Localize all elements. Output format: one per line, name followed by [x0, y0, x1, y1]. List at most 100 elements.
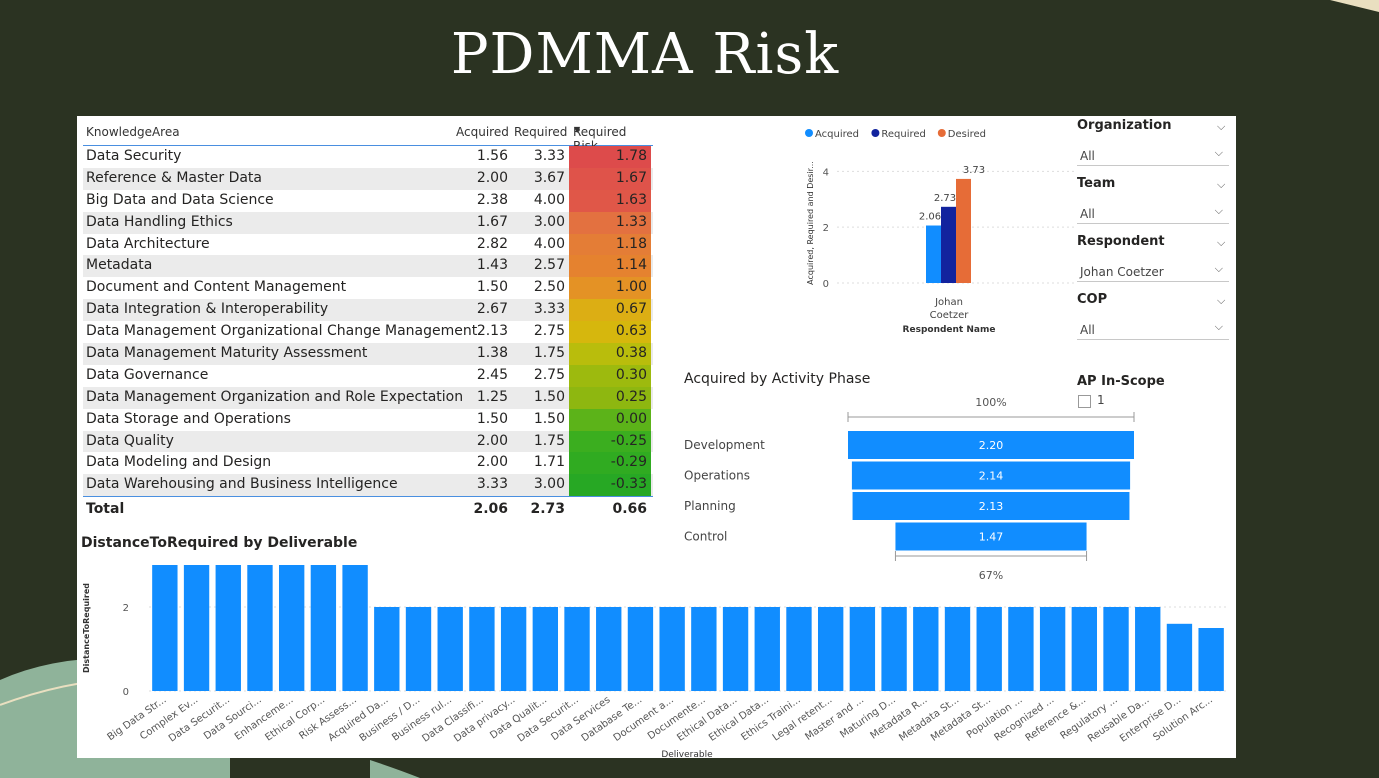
chevron-down-icon[interactable]: ⌵ — [1217, 178, 1226, 191]
x-tick-label: Johan — [934, 297, 963, 308]
table-row[interactable]: Data Quality 2.00 1.75 -0.25 — [83, 430, 653, 453]
deliverable-bar[interactable] — [944, 607, 971, 691]
deliverable-bar[interactable] — [722, 607, 749, 691]
knowledge-area-cell: Data Management Maturity Assessment — [86, 345, 368, 362]
deliverable-bar[interactable] — [659, 607, 685, 691]
table-row[interactable]: Metadata 1.43 2.57 1.14 — [83, 255, 653, 278]
deliverable-bar[interactable] — [500, 607, 527, 691]
legend-label: Required — [881, 129, 926, 140]
funnel-bar[interactable] — [851, 461, 1131, 490]
table-header: KnowledgeArea Acquired Required Required… — [83, 120, 653, 153]
chevron-down-icon[interactable]: ⌵ — [1217, 236, 1226, 249]
deliverable-bar[interactable] — [152, 565, 178, 691]
required-risk-cell: -0.33 — [569, 474, 651, 497]
chevron-down-icon[interactable]: ⌵ — [1214, 320, 1223, 333]
slicer-dropdown-respondent[interactable]: Johan Coetzer ⌵ — [1077, 258, 1229, 282]
deliverable-bar[interactable] — [849, 607, 876, 691]
required-cell: 2.57 — [533, 257, 565, 274]
deliverable-bar[interactable] — [1166, 623, 1193, 691]
deliverable-bar[interactable] — [247, 565, 273, 691]
required-cell: 2.50 — [533, 279, 565, 296]
table-row[interactable]: Data Handling Ethics 1.67 3.00 1.33 — [83, 211, 653, 234]
funnel-chart-title: Acquired by Activity Phase — [684, 371, 871, 387]
deliverable-bar[interactable] — [469, 607, 495, 691]
deliverable-bar[interactable] — [374, 607, 400, 691]
required-cell: 2.75 — [533, 323, 565, 340]
slicer-dropdown-organization[interactable]: All ⌵ — [1077, 142, 1229, 166]
table-row[interactable]: Data Security 1.56 3.33 1.78 — [83, 146, 653, 168]
column-bar-acquired[interactable] — [926, 225, 941, 283]
column-header-knowledge-area[interactable]: KnowledgeArea — [86, 125, 180, 139]
chevron-down-icon[interactable]: ⌵ — [1214, 262, 1223, 275]
deliverable-bar[interactable] — [627, 607, 654, 691]
funnel-bar[interactable] — [848, 431, 1134, 459]
chevron-down-icon[interactable]: ⌵ — [1217, 294, 1226, 307]
table-row[interactable]: Data Storage and Operations 1.50 1.50 0.00 — [83, 408, 653, 431]
deliverable-bar[interactable] — [1103, 607, 1129, 691]
deliverable-bar[interactable] — [564, 607, 590, 691]
slicer-label-team: Team — [1077, 176, 1116, 191]
chevron-down-icon[interactable]: ⌵ — [1217, 120, 1226, 133]
table-row[interactable]: Document and Content Management 1.50 2.50 1… — [83, 277, 653, 300]
required-cell: 1.50 — [533, 410, 565, 427]
deliverable-bar[interactable] — [881, 607, 907, 691]
deliverable-bar[interactable] — [754, 607, 780, 691]
slicer-dropdown-cop[interactable]: All ⌵ — [1077, 316, 1229, 340]
funnel-bar[interactable] — [852, 492, 1130, 520]
slicer-label-cop: COP — [1077, 292, 1108, 307]
table-row[interactable]: Reference & Master Data 2.00 3.67 1.67 — [83, 167, 653, 190]
deliverable-bar[interactable] — [310, 565, 337, 691]
table-row[interactable]: Data Governance 2.45 2.75 0.30 — [83, 364, 653, 387]
column-bar-desired[interactable] — [956, 178, 971, 283]
respondent-column-chart[interactable]: Acquired Required Desired 0 2 4 Acquired, Requ… — [797, 122, 1087, 352]
deliverable-bar[interactable] — [691, 607, 717, 691]
deliverable-bar[interactable] — [1008, 607, 1034, 691]
table-row[interactable]: Big Data and Data Science 2.38 4.00 1.63 — [83, 189, 653, 212]
funnel-value-label: 2.20 — [979, 439, 1004, 452]
table-row[interactable]: Data Architecture 2.82 4.00 1.18 — [83, 233, 653, 256]
chevron-down-icon[interactable]: ⌵ — [1214, 146, 1223, 159]
table-row[interactable]: Data Management Maturity Assessment 1.38 1… — [83, 343, 653, 365]
x-axis-label: Respondent Name — [903, 325, 996, 335]
slicer-selected-value: Johan Coetzer — [1080, 265, 1164, 279]
column-header-required[interactable]: Required — [514, 125, 568, 139]
deliverable-bar[interactable] — [1039, 607, 1066, 691]
required-risk-cell: 1.00 — [569, 277, 651, 300]
deliverable-bar[interactable] — [976, 607, 1002, 691]
activity-phase-funnel-chart[interactable]: 100% 2.20 Development 2.14 Operations 2.13 Pla… — [677, 391, 1135, 591]
deliverable-bar[interactable] — [437, 607, 463, 691]
table-row[interactable]: Data Management Organization and Role Ex… — [83, 386, 653, 409]
table-row[interactable]: Data Warehousing and Business Intelligen… — [83, 474, 653, 497]
required-cell: 3.00 — [533, 476, 565, 493]
acquired-cell: 2.00 — [476, 432, 508, 449]
deliverable-bar[interactable] — [183, 565, 210, 691]
table-row[interactable]: Data Management Organizational Change Ma… — [83, 321, 653, 344]
deliverable-bar[interactable] — [342, 565, 368, 691]
deliverable-bar[interactable] — [596, 607, 622, 691]
ap-in-scope-checkbox[interactable] — [1078, 395, 1091, 408]
column-bar-required[interactable] — [941, 206, 956, 283]
chevron-down-icon[interactable]: ⌵ — [1214, 204, 1223, 217]
sort-descending-icon[interactable]: ▼ — [574, 125, 581, 134]
deliverable-bar[interactable] — [913, 607, 939, 691]
deliverable-bar[interactable] — [405, 607, 432, 691]
deliverable-bar[interactable] — [532, 607, 559, 691]
deliverable-bar[interactable] — [786, 607, 812, 691]
deliverable-bar[interactable] — [1135, 607, 1161, 691]
table-row[interactable]: Data Integration & Interoperability 2.67 3… — [83, 299, 653, 322]
knowledge-area-cell: Data Storage and Operations — [86, 410, 291, 427]
acquired-cell: 1.50 — [476, 410, 508, 427]
funnel-bar[interactable] — [895, 522, 1087, 551]
deliverable-bar[interactable] — [278, 565, 305, 691]
column-header-acquired[interactable]: Acquired — [456, 125, 509, 139]
deliverable-bar[interactable] — [1198, 628, 1224, 691]
deliverable-bar[interactable] — [1071, 607, 1098, 691]
knowledge-area-cell: Metadata — [86, 257, 153, 274]
x-axis-label: Deliverable — [661, 750, 713, 758]
deliverable-bar[interactable] — [215, 565, 241, 691]
slicer-dropdown-team[interactable]: All ⌵ — [1077, 200, 1229, 224]
table-row[interactable]: Data Modeling and Design 2.00 1.71 -0.29 — [83, 452, 653, 475]
deliverable-bar[interactable] — [817, 607, 844, 691]
legend-marker — [937, 129, 946, 137]
